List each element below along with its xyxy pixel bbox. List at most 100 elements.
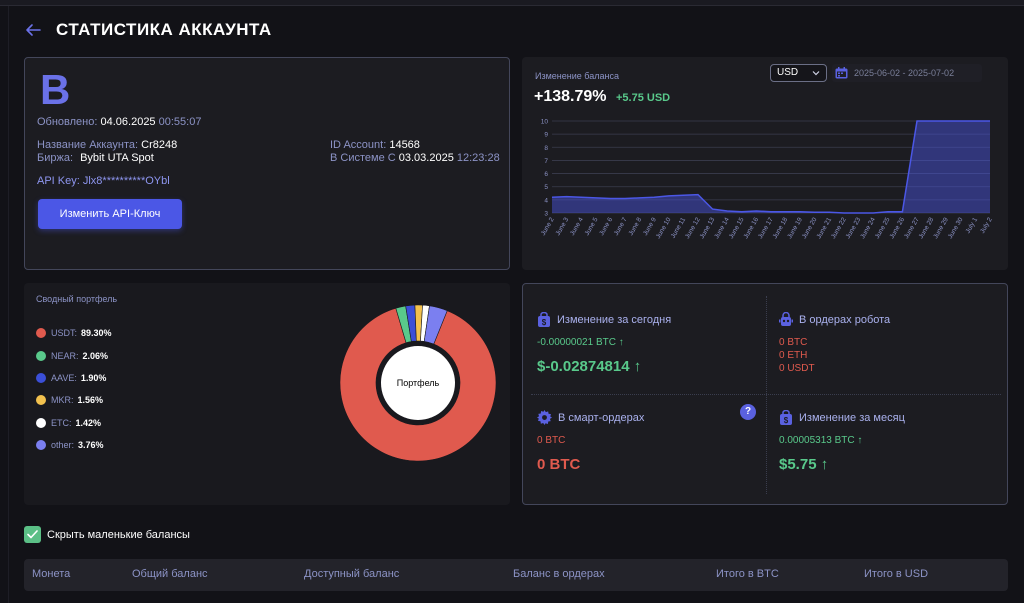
robot-lock-icon xyxy=(779,312,793,326)
top-border xyxy=(0,0,1024,6)
balance-change-title: Изменение баланса xyxy=(535,71,619,81)
chart-y-tick-label: 6 xyxy=(544,171,548,178)
chart-x-tick-label: July 2 xyxy=(979,216,994,235)
balance-change-usd: +5.75 USD xyxy=(616,92,671,104)
portfolio-card: Сводный портфель USDT: 89.30% NEAR: 2.06% AA… xyxy=(24,283,510,505)
legend-item[interactable]: USDT: 89.30% xyxy=(36,322,112,344)
donut-slice[interactable] xyxy=(339,307,497,462)
robot-orders-eth: 0 ETH xyxy=(779,350,808,361)
exchange-line: Биржа: Bybit UTA Spot xyxy=(37,152,154,164)
col-total-usd[interactable]: Итого в USD xyxy=(864,568,929,580)
since-time: 12:23:28 xyxy=(456,152,500,164)
col-coin[interactable]: Монета xyxy=(32,568,71,580)
back-arrow-icon[interactable] xyxy=(24,21,42,39)
chevron-down-icon xyxy=(812,71,820,76)
legend-percent: 1.56% xyxy=(77,395,104,406)
legend-percent: 3.76% xyxy=(78,440,104,451)
account-id: 14568 xyxy=(389,139,420,151)
exchange-name: Bybit UTA Spot xyxy=(80,152,154,164)
legend-color-dot xyxy=(36,350,46,361)
legend-item[interactable]: other: 3.76% xyxy=(36,434,112,456)
today-change-title: $ Изменение за сегодня xyxy=(537,312,671,328)
chart-line xyxy=(551,120,990,214)
since-line: В Системе С 03.03.2025 12:23:28 xyxy=(330,152,500,164)
col-total-balance[interactable]: Общий баланс xyxy=(132,568,208,580)
chart-y-tick-label: 9 xyxy=(544,132,548,139)
month-change-usd: $5.75 ↑ xyxy=(779,456,829,473)
smart-orders-btc: 0 BTC xyxy=(537,435,566,446)
updated-time: 00:55:07 xyxy=(158,116,202,128)
portfolio-donut-chart: Портфель xyxy=(339,304,497,462)
page-header: СТАТИСТИКА АККАУНТА xyxy=(24,20,272,40)
portfolio-title: Сводный портфель xyxy=(36,294,118,304)
updated-date: 04.06.2025 xyxy=(100,116,156,128)
legend-color-dot xyxy=(36,372,46,383)
hide-small-balances-label: Скрыть маленькие балансы xyxy=(47,528,190,541)
svg-text:$: $ xyxy=(784,416,789,425)
chart-x-tick-label: June 30 xyxy=(947,216,965,240)
donut-center-label: Портфель xyxy=(397,378,440,388)
robot-orders-btc: 0 BTC xyxy=(779,337,808,348)
chart-y-tick-label: 7 xyxy=(544,158,548,165)
help-icon[interactable]: ? xyxy=(740,404,756,420)
calendar-icon xyxy=(835,67,848,79)
legend-name: USDT: xyxy=(51,328,78,339)
chart-y-tick-label: 3 xyxy=(544,211,548,218)
legend-percent: 1.42% xyxy=(75,417,102,428)
smart-orders-btc-total: 0 BTC xyxy=(537,456,581,473)
donut-slice[interactable] xyxy=(423,305,448,345)
robot-orders-usdt: 0 USDT xyxy=(779,363,815,374)
legend-item[interactable]: NEAR: 2.06% xyxy=(36,344,112,366)
balance-change-card: Изменение баланса +138.79% +5.75 USD USD… xyxy=(522,57,1008,270)
legend-color-dot xyxy=(36,417,46,428)
wallet-bag-icon: $ xyxy=(780,410,792,425)
legend-item[interactable]: AAVE: 1.90% xyxy=(36,367,112,389)
api-key: API Key: Jlx8**********OYbl xyxy=(37,175,170,187)
date-range-picker[interactable]: 2025-06-02 - 2025-07-02 xyxy=(832,64,982,82)
change-api-key-button[interactable]: Изменить API-Ключ xyxy=(38,199,182,229)
account-name: Cr8248 xyxy=(141,139,178,151)
stats-card: $ Изменение за сегодня -0.00000021 BTC ↑… xyxy=(522,283,1008,505)
exchange-logo-letter: B xyxy=(40,66,71,113)
legend-percent: 2.06% xyxy=(82,350,109,361)
currency-select[interactable]: USD xyxy=(770,64,827,82)
page-title: СТАТИСТИКА АККАУНТА xyxy=(56,20,272,39)
legend-item[interactable]: MKR: 1.56% xyxy=(36,389,112,411)
legend-name: ETC: xyxy=(51,417,72,428)
left-border xyxy=(8,6,9,603)
balance-change-percent: +138.79% xyxy=(534,88,607,105)
legend-name: NEAR: xyxy=(51,350,79,361)
chart-x-tick-label: July 1 xyxy=(965,216,980,235)
legend-color-dot xyxy=(36,395,46,406)
today-change-usd: $-0.02874814 ↑ xyxy=(537,358,642,375)
legend-percent: 89.30% xyxy=(81,328,112,339)
svg-text:$: $ xyxy=(542,318,547,327)
legend-name: AAVE: xyxy=(51,372,77,383)
account-name-line: Название Аккаунта: Cr8248 xyxy=(37,139,178,151)
legend-percent: 1.90% xyxy=(80,372,107,383)
today-change-btc: -0.00000021 BTC ↑ xyxy=(537,337,624,348)
stats-divider-horizontal xyxy=(531,394,1001,395)
updated-line: Обновлено: 04.06.2025 00:55:07 xyxy=(37,116,202,128)
month-change-title: $ Изменение за месяц xyxy=(779,410,905,426)
account-card: B Обновлено: 04.06.2025 00:55:07 Названи… xyxy=(24,57,510,270)
chart-y-tick-label: 10 xyxy=(541,119,549,126)
col-available-balance[interactable]: Доступный баланс xyxy=(304,568,400,580)
balances-table-header: Монета Общий баланс Доступный баланс Бал… xyxy=(24,559,1008,591)
col-orders-balance[interactable]: Баланс в ордерах xyxy=(513,568,605,580)
col-total-btc[interactable]: Итого в BTC xyxy=(716,568,779,580)
chart-area xyxy=(552,121,990,213)
smart-orders-title: В смарт-ордерах xyxy=(537,410,644,425)
since-date: 03.03.2025 xyxy=(398,152,454,164)
legend-name: MKR: xyxy=(51,395,74,406)
hide-small-balances-toggle[interactable]: Скрыть маленькие балансы xyxy=(24,526,190,543)
account-id-line: ID Account: 14568 xyxy=(330,139,420,151)
chart-y-tick-label: 8 xyxy=(544,145,548,152)
hide-small-balances-checkbox[interactable] xyxy=(24,526,41,543)
legend-item[interactable]: ETC: 1.42% xyxy=(36,412,112,434)
stats-divider-vertical xyxy=(766,296,767,494)
legend-color-dot xyxy=(36,440,46,451)
gear-icon xyxy=(537,410,552,425)
robot-orders-title: В ордерах робота xyxy=(779,312,890,327)
